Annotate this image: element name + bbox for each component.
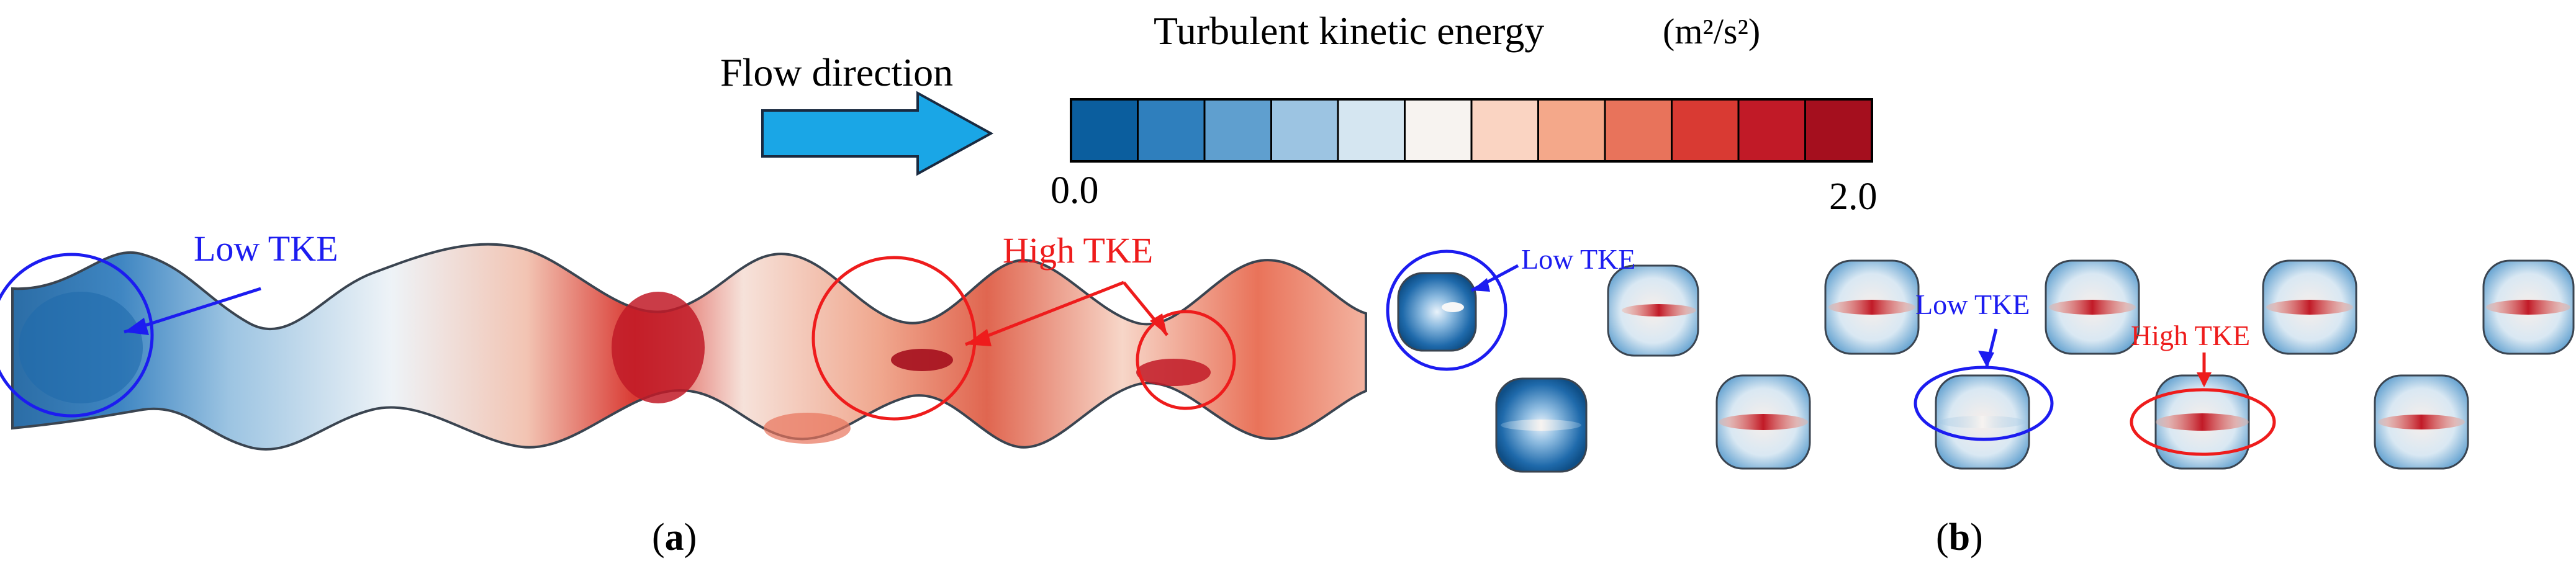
panel-b-label: (b) — [1936, 516, 1983, 559]
colorbar-min-label: 0.0 — [1051, 169, 1099, 212]
high-tke-label-b: High TKE — [2131, 320, 2251, 351]
colorbar-cell — [1538, 99, 1606, 161]
panel-b-cells — [1397, 259, 2575, 473]
colorbar — [1070, 98, 1873, 163]
high-tke-circle-a2 — [1136, 310, 1236, 410]
low-tke-circle-b1 — [1386, 249, 1507, 371]
colorbar-cell — [1338, 99, 1405, 161]
colorbar-max-label: 2.0 — [1829, 176, 1878, 218]
colorbar-cell — [1204, 99, 1272, 161]
colorbar-cell — [1137, 99, 1205, 161]
colorbar-cell — [1071, 99, 1138, 161]
high-tke-ellipse-b — [2130, 388, 2276, 456]
flow-arrow-icon — [761, 91, 994, 176]
flow-direction-label: Flow direction — [720, 50, 954, 94]
colorbar-cell — [1271, 99, 1339, 161]
colorbar-cell — [1471, 99, 1539, 161]
low-tke-ellipse-b2 — [1914, 366, 2054, 441]
colorbar-cell — [1671, 99, 1739, 161]
low-tke-label-b2: Low TKE — [1915, 289, 2030, 320]
colorbar-cell — [1605, 99, 1672, 161]
high-tke-label-a: High TKE — [1003, 230, 1154, 271]
low-tke-circle-a — [0, 253, 154, 418]
panel-a-label: (a) — [652, 516, 697, 559]
colorbar-cell — [1805, 99, 1873, 161]
colorbar-cell — [1738, 99, 1805, 161]
low-tke-label-b1: Low TKE — [1521, 243, 1636, 275]
low-tke-label-a: Low TKE — [194, 228, 338, 269]
panel-a-channel — [11, 243, 1367, 451]
colorbar-cell — [1404, 99, 1472, 161]
colorbar-unit: (m²/s²) — [1663, 11, 1761, 52]
colorbar-title: Turbulent kinetic energy — [1154, 9, 1545, 53]
